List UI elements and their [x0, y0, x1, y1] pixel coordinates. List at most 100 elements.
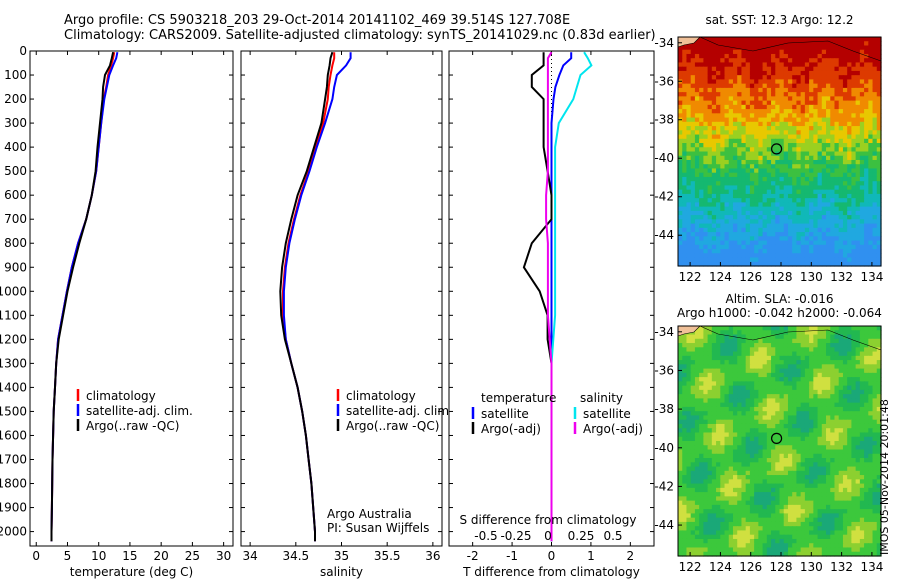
map-cell — [821, 134, 827, 140]
map-cell — [766, 189, 772, 195]
map-cell — [800, 326, 806, 331]
map-cell — [699, 232, 704, 237]
map-cell — [851, 206, 857, 212]
map-cell — [707, 236, 713, 242]
map-cell — [809, 130, 814, 136]
map-cell — [826, 172, 831, 178]
map-cell — [792, 326, 798, 331]
map-cell — [872, 37, 878, 42]
map-cell — [792, 411, 798, 417]
map-cell — [876, 355, 882, 361]
map-cell — [872, 449, 878, 455]
map-cell — [775, 368, 781, 374]
map-cell — [686, 181, 692, 187]
map-cell — [830, 428, 836, 434]
map-cell — [728, 121, 734, 127]
map-cell — [809, 219, 814, 225]
map-cell — [754, 193, 759, 199]
map-cell — [830, 126, 836, 131]
map-cell — [745, 100, 751, 106]
map-cell — [728, 360, 734, 365]
map-cell — [737, 377, 743, 382]
map-cell — [699, 355, 704, 361]
map-cell — [699, 215, 704, 220]
map-cell — [872, 257, 878, 263]
map-cell — [720, 257, 726, 263]
map-cell — [817, 236, 823, 242]
map-cell — [749, 49, 755, 55]
map-cell — [817, 406, 823, 412]
map-cell — [783, 343, 789, 348]
map-cell — [796, 432, 802, 438]
map-cell — [817, 232, 823, 237]
map-cell — [766, 334, 772, 340]
map-cell — [783, 198, 789, 203]
map-cell — [779, 445, 785, 451]
map-cell — [716, 347, 721, 353]
map-cell — [779, 415, 785, 421]
map-cell — [809, 66, 814, 72]
temperature-xlabel: temperature (deg C) — [70, 565, 193, 579]
map-cell — [868, 487, 874, 493]
map-cell — [796, 504, 802, 510]
map-cell — [821, 109, 827, 114]
map-cell — [817, 402, 823, 408]
map-cell — [758, 462, 764, 468]
legend-label: Argo(..raw -QC) — [86, 419, 179, 433]
map-cell — [749, 240, 755, 246]
map-cell — [868, 257, 874, 263]
map-cell — [792, 126, 798, 131]
map-cell — [737, 66, 743, 72]
map-cell — [804, 49, 810, 55]
map-cell — [872, 109, 878, 114]
map-cell — [732, 398, 738, 404]
map-cell — [830, 475, 836, 480]
map-cell — [834, 377, 840, 382]
map-cell — [796, 249, 802, 254]
map-cell — [775, 470, 781, 476]
map-cell — [834, 436, 840, 442]
map-cell — [707, 406, 713, 412]
map-cell — [855, 389, 861, 395]
map-cell — [847, 92, 852, 97]
map-cell — [864, 445, 869, 451]
map-cell — [804, 368, 810, 374]
map-cell — [716, 377, 721, 382]
map-cell — [699, 492, 704, 497]
map-cell — [754, 470, 759, 476]
map-cell — [694, 58, 700, 64]
map-cell — [703, 92, 709, 97]
map-cell — [779, 423, 785, 429]
map-cell — [804, 113, 810, 119]
map-cell — [682, 130, 688, 136]
map-cell — [800, 79, 806, 85]
map-cell — [737, 223, 743, 229]
map-cell — [682, 445, 688, 451]
map-cell — [749, 117, 755, 123]
map-cell — [737, 355, 743, 361]
map-cell — [792, 492, 798, 497]
map-cell — [766, 126, 772, 131]
map-cell — [855, 355, 861, 361]
map-cell — [728, 453, 734, 459]
map-cell — [703, 343, 709, 348]
map-cell — [779, 70, 785, 76]
map-cell — [817, 70, 823, 76]
map-cell — [851, 189, 857, 195]
map-cell — [796, 185, 802, 191]
map-cell — [817, 475, 823, 480]
map-cell — [783, 479, 789, 485]
map-cell — [813, 236, 819, 242]
map-cell — [796, 92, 802, 97]
map-cell — [792, 470, 798, 476]
map-cell — [838, 436, 844, 442]
map-cell — [728, 428, 734, 434]
map-cell — [787, 104, 793, 110]
map-cell — [809, 83, 814, 89]
map-cell — [842, 368, 848, 374]
map-cell — [703, 159, 709, 165]
map-cell — [762, 479, 768, 485]
map-cell — [830, 202, 836, 208]
map-cell — [707, 257, 713, 263]
map-cell — [868, 215, 874, 220]
